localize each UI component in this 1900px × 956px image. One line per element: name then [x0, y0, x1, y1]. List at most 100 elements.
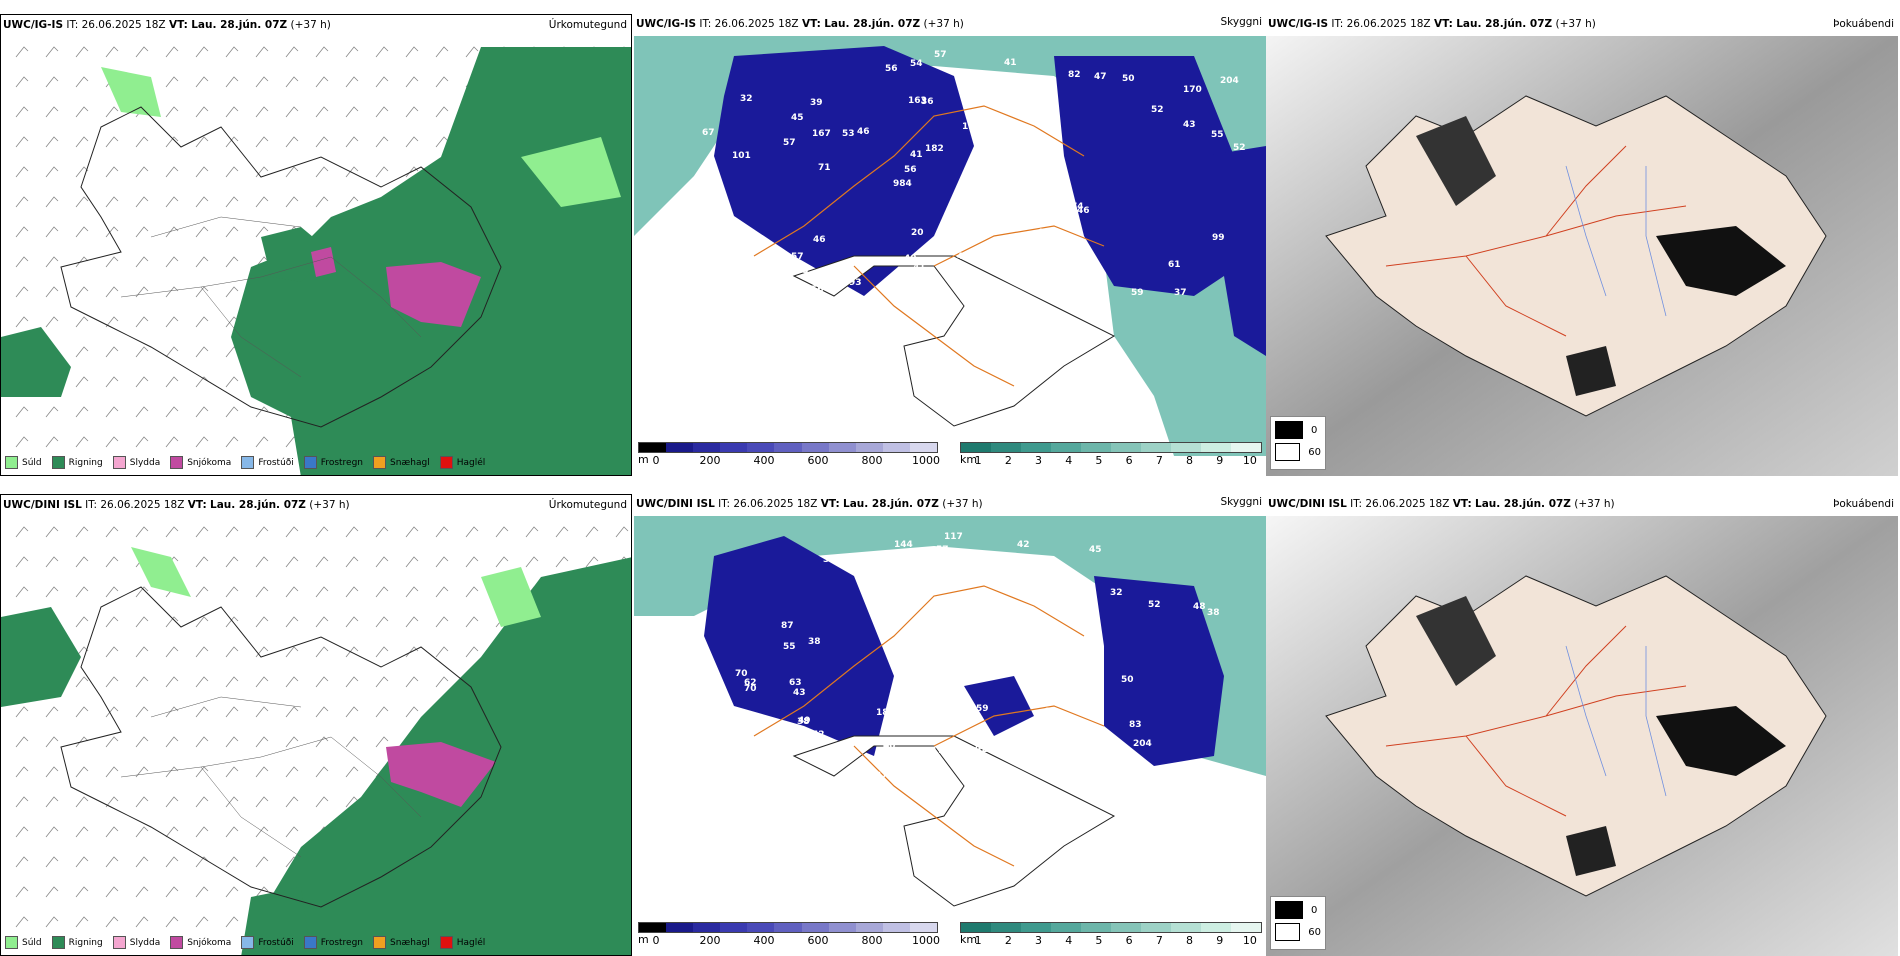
wind-barb — [105, 556, 119, 568]
wind-barb — [45, 766, 59, 778]
wind-barb — [435, 556, 449, 568]
wind-barb — [315, 616, 329, 628]
colorbar-segment — [747, 923, 775, 932]
colorbar-tick: 2 — [1004, 454, 1012, 467]
visibility-value-label: 36 — [921, 97, 934, 107]
visibility-value-label: 55 — [1211, 130, 1224, 140]
wind-barb — [75, 226, 89, 238]
colorbar-segment — [882, 443, 910, 452]
wind-barb — [45, 526, 59, 538]
colorbar-segment — [666, 923, 694, 932]
legend-label: Haglél — [456, 937, 486, 948]
wind-barb — [345, 196, 359, 208]
wind-barb — [345, 586, 359, 598]
legend-label: Súld — [22, 937, 42, 948]
wind-barb — [285, 676, 299, 688]
wind-barb — [15, 766, 29, 778]
wind-barb — [135, 706, 149, 718]
wind-barb — [285, 46, 299, 58]
visibility-value-label: 20 — [911, 228, 924, 238]
wind-barb — [345, 766, 359, 778]
panel-header: UWC/IG-IS IT: 26.06.2025 18Z VT: Lau. 28… — [1268, 18, 1596, 30]
wind-barb — [135, 886, 149, 898]
visibility-value-label: 59 — [1131, 288, 1144, 298]
wind-barb — [15, 406, 29, 418]
precip-legend: Súld Rigning Slydda Snjókoma Frostúði Frostre… — [5, 456, 485, 469]
visibility-value-label: 33 — [823, 555, 836, 565]
fog-map — [1266, 36, 1898, 476]
visibility-value-label: 46 — [857, 127, 870, 137]
wind-barb — [225, 376, 239, 388]
visibility-value-label: 36 — [966, 302, 979, 312]
wind-barb — [315, 106, 329, 118]
wind-barb — [165, 826, 179, 838]
colorbar-segment — [1141, 923, 1171, 932]
wind-barb — [45, 196, 59, 208]
wind-barb — [225, 736, 239, 748]
wind-barb — [165, 646, 179, 658]
visibility-value-label: 984 — [893, 179, 912, 189]
wind-barb — [15, 556, 29, 568]
wind-barb — [315, 766, 329, 778]
wind-barb — [165, 196, 179, 208]
wind-barb — [135, 316, 149, 328]
dark-fog-area — [1416, 596, 1496, 686]
colorbar-segment — [1171, 443, 1201, 452]
legend-label: Rigning — [68, 937, 103, 948]
wind-barb — [45, 76, 59, 88]
legend-label: Frostregn — [320, 937, 364, 948]
colorbar-segment — [961, 443, 991, 452]
wind-barb — [525, 556, 539, 568]
colorbar-segment — [991, 923, 1021, 932]
wind-barb — [225, 106, 239, 118]
visibility-value-label: 74 — [1071, 202, 1084, 212]
legend-label: Snjókoma — [187, 457, 232, 468]
legend-label: Snæhagl — [390, 457, 430, 468]
wind-barb — [105, 406, 119, 418]
colorbar-segment — [1111, 923, 1141, 932]
panel-header: UWC/DINI ISL IT: 26.06.2025 18Z VT: Lau.… — [3, 499, 350, 511]
wind-barb — [255, 616, 269, 628]
wind-barb — [345, 736, 359, 748]
panel-title: Þokuábendi — [1833, 498, 1894, 510]
wind-barb — [165, 916, 179, 928]
wind-barb — [105, 256, 119, 268]
visibility-value-label: 77 — [1018, 725, 1031, 735]
wind-barb — [105, 346, 119, 358]
colorbar-segment — [801, 443, 829, 452]
visibility-value-label: 46 — [1049, 217, 1062, 227]
visibility-value-label: 83 — [1129, 720, 1142, 730]
visibility-value-label: 43 — [1037, 228, 1050, 238]
wind-barb — [45, 46, 59, 58]
legend-label: Haglél — [456, 457, 486, 468]
colorbar-tick: 1 — [974, 454, 982, 467]
wind-barb — [15, 256, 29, 268]
panel-header: UWC/DINI ISL IT: 26.06.2025 18Z VT: Lau.… — [636, 498, 983, 510]
wind-barb — [135, 586, 149, 598]
visibility-value-label: 66 — [885, 617, 898, 627]
wind-barb — [375, 556, 389, 568]
wind-barb — [105, 106, 119, 118]
colorbar-tick: 800 — [861, 934, 883, 947]
visibility-value-label: 52 — [1026, 689, 1039, 699]
colorbar-segment — [1021, 923, 1051, 932]
wind-barb — [15, 196, 29, 208]
visibility-value-label: 63 — [789, 678, 802, 688]
wind-barb — [255, 736, 269, 748]
legend-swatch — [241, 936, 255, 949]
visibility-value-label: 47 — [1094, 72, 1107, 82]
wind-barb — [195, 106, 209, 118]
iceland-outline — [60, 106, 502, 428]
visibility-value-label: 51 — [1024, 262, 1037, 272]
colorbar-tick: 400 — [753, 454, 775, 467]
wind-barb — [255, 526, 269, 538]
visibility-value-label: 42 — [1035, 204, 1048, 214]
wind-barb — [255, 706, 269, 718]
iceland-land — [792, 255, 1116, 427]
snow-area — [311, 247, 336, 277]
wind-barb — [255, 586, 269, 598]
wind-barb — [225, 676, 239, 688]
visibility-value-label: 52 — [1148, 600, 1161, 610]
wind-barb — [75, 616, 89, 628]
wind-barb — [105, 766, 119, 778]
